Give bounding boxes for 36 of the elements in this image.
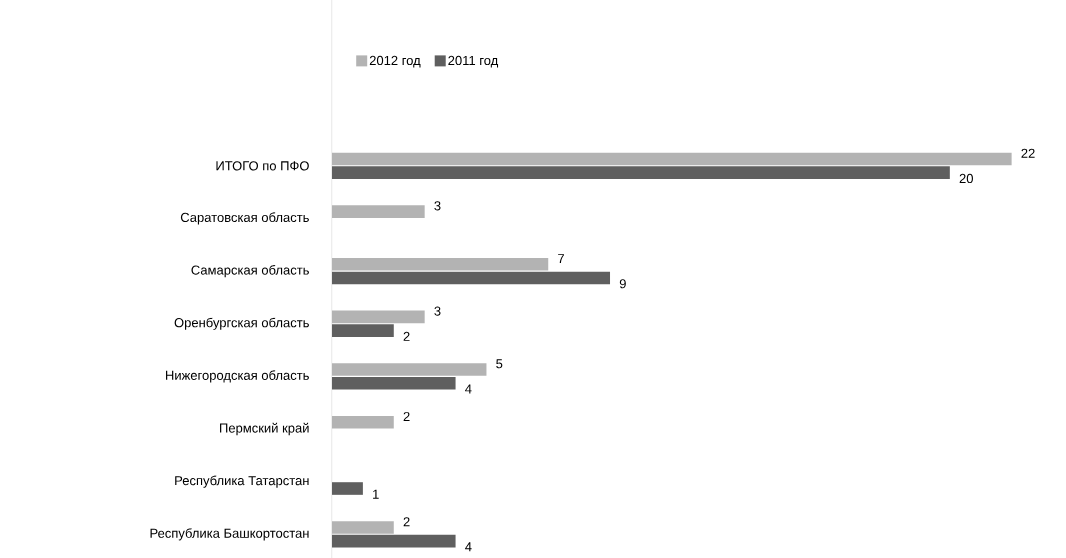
y-tick-label: Самарская область [191,264,309,278]
data-label: 2 [403,517,410,527]
data-label: 3 [434,306,441,316]
y-tick-label: Республика Башкортостан [150,528,309,541]
bar [332,310,425,324]
bar [332,521,394,534]
data-label: 2 [403,331,410,341]
legend-label: 2011 год [448,55,499,68]
data-label: 9 [619,279,626,289]
y-tick-label: Саратовская область [180,212,309,225]
data-label: 22 [1021,148,1035,158]
y-tick-label: Оренбургская область [174,317,309,330]
legend-label: 2012 год [369,55,421,68]
bar [332,152,1012,166]
y-tick-label: ИТОГО по ПФО [216,161,309,171]
y-tick-label: Нижегородская область [166,370,309,383]
data-label: 5 [496,359,503,369]
y-tick-label: Пермский край [220,422,309,436]
data-label: 4 [465,542,472,552]
bar [332,363,487,376]
bar [332,166,950,179]
bar [332,415,394,429]
bar [332,257,549,271]
data-label: 20 [959,173,973,184]
data-label: 3 [434,201,441,211]
data-label: 1 [373,489,379,499]
bar [332,376,456,390]
bar [332,534,456,548]
bar [332,205,425,218]
data-label: 7 [558,254,565,264]
y-tick-label: Республика Татарстан [175,475,309,488]
bar [332,324,394,337]
bar [332,482,363,495]
data-label: 4 [465,384,472,394]
data-label: 2 [403,411,410,421]
bar [332,271,611,285]
